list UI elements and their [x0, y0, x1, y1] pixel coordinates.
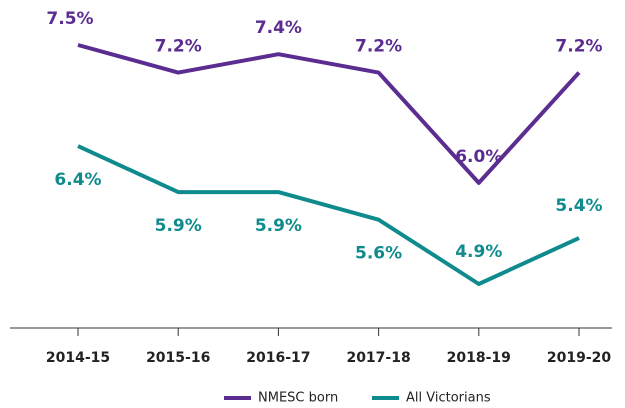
data-label: 7.2% [355, 37, 402, 57]
line [77, 144, 580, 286]
x-tick-label: 2014-15 [46, 350, 110, 366]
data-label: 7.4% [255, 18, 302, 38]
data-label: 5.6% [355, 244, 402, 264]
x-tick-label: 2016-17 [246, 350, 310, 366]
data-label: 6.0% [455, 147, 502, 167]
data-label: 5.4% [555, 196, 602, 216]
data-label: 7.2% [155, 37, 202, 57]
data-label: 6.4% [54, 170, 101, 190]
legend-label: All Victorians [406, 391, 491, 406]
x-tick-label: 2019-20 [547, 350, 612, 366]
data-label: 4.9% [455, 242, 502, 262]
x-tick-label: 2015-16 [146, 350, 210, 366]
data-label: 7.2% [555, 37, 602, 57]
x-tick-label: 2017-18 [346, 350, 410, 366]
line [77, 43, 581, 185]
data-label: 5.9% [255, 216, 302, 236]
legend-label: NMESC born [258, 391, 338, 406]
data-label: 5.9% [155, 216, 202, 236]
x-tick-label: 2018-19 [447, 350, 511, 366]
data-label: 7.5% [46, 9, 93, 29]
